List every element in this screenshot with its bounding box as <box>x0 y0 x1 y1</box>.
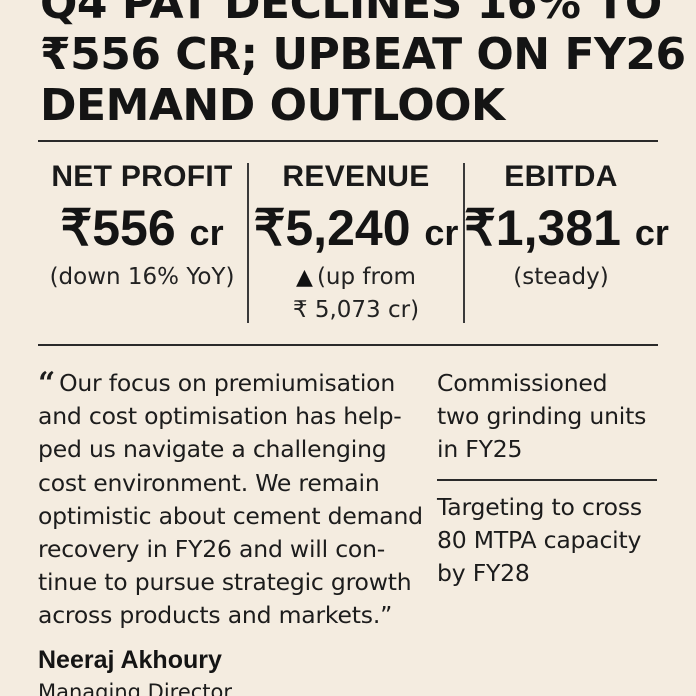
speaker-role: Managing Director <box>38 680 233 696</box>
stat-amount: ₹5,240 <box>253 200 411 256</box>
quote-line: cost environment. We remain <box>38 468 380 497</box>
quote-line: ped us navigate a challenging <box>38 435 387 464</box>
quote-line: “Our focus on premiumisation <box>38 367 430 400</box>
highlight-line: in FY25 <box>437 435 523 464</box>
stat-label: REVENUE <box>282 160 430 193</box>
stat-net-profit: NET PROFIT ₹556 cr (down 16% YoY) <box>38 160 246 294</box>
stat-ebitda: EBITDA ₹1,381 cr (steady) <box>464 160 669 294</box>
stat-note-line: ₹ 5,073 cr) <box>292 297 420 323</box>
up-arrow-icon: ▲ <box>296 265 313 290</box>
executive-quote: “Our focus on premiumisation and cost op… <box>38 367 430 633</box>
stat-note-line: (up from <box>316 264 416 290</box>
speaker-name: Neeraj Akhoury <box>38 646 222 674</box>
quote-mark-icon: “ <box>38 366 56 401</box>
stat-label: EBITDA <box>504 160 618 193</box>
highlight-line: Targeting to cross <box>437 492 642 521</box>
stat-value: ₹1,381 cr <box>464 200 669 261</box>
stat-note: ▲ (up from <box>248 261 464 294</box>
quote-line: and cost optimisation has help- <box>38 402 402 431</box>
stat-note: (steady) <box>513 264 609 290</box>
quote-line: recovery in FY26 and will con- <box>38 535 386 564</box>
top-divider <box>38 140 658 142</box>
stat-revenue: REVENUE ₹5,240 cr ▲ (up from ₹ 5,073 cr) <box>248 160 464 327</box>
highlight-divider <box>437 478 657 481</box>
quote-line: optimistic about cement demand <box>38 501 423 530</box>
quote-line: across products and markets.” <box>38 601 393 630</box>
highlight-line: 80 MTPA capacity <box>437 525 642 554</box>
stat-label: NET PROFIT <box>51 160 233 193</box>
headline-line: ₹556 CR; UPBEAT ON FY26 <box>40 29 686 80</box>
headline-line: Q4 PAT DECLINES 16% TO <box>40 0 662 29</box>
stat-amount: ₹1,381 <box>464 200 621 256</box>
column-divider <box>247 163 249 323</box>
stat-unit: cr <box>189 212 224 253</box>
stats-panel: NET PROFIT ₹556 cr (down 16% YoY) REVENU… <box>38 150 669 335</box>
highlights-column: Commissioned two grinding units in FY25 … <box>437 367 657 590</box>
mid-divider <box>38 344 658 346</box>
highlight-item: Commissioned two grinding units in FY25 <box>437 367 657 467</box>
headline-line: DEMAND OUTLOOK <box>40 80 505 131</box>
quote-text: Our focus on premiumisation <box>59 369 396 397</box>
stat-amount: ₹556 <box>60 200 176 256</box>
stat-unit: cr <box>634 212 669 253</box>
quote-line: tinue to pursue strategic growth <box>38 568 412 597</box>
stat-note: (down 16% YoY) <box>49 264 235 290</box>
highlight-line: Commissioned <box>437 369 608 397</box>
highlight-line: two grinding units <box>437 402 647 431</box>
stat-unit: cr <box>424 212 459 253</box>
stat-value: ₹556 cr <box>38 200 246 261</box>
quote-attribution: Neeraj Akhoury Managing Director <box>38 643 430 696</box>
column-divider <box>463 163 465 323</box>
stat-value: ₹5,240 cr <box>248 200 464 261</box>
highlight-line: by FY28 <box>437 559 530 588</box>
headline: Q4 PAT DECLINES 16% TO ₹556 CR; UPBEAT O… <box>40 0 686 131</box>
highlight-item: Targeting to cross 80 MTPA capacity by F… <box>437 491 657 591</box>
